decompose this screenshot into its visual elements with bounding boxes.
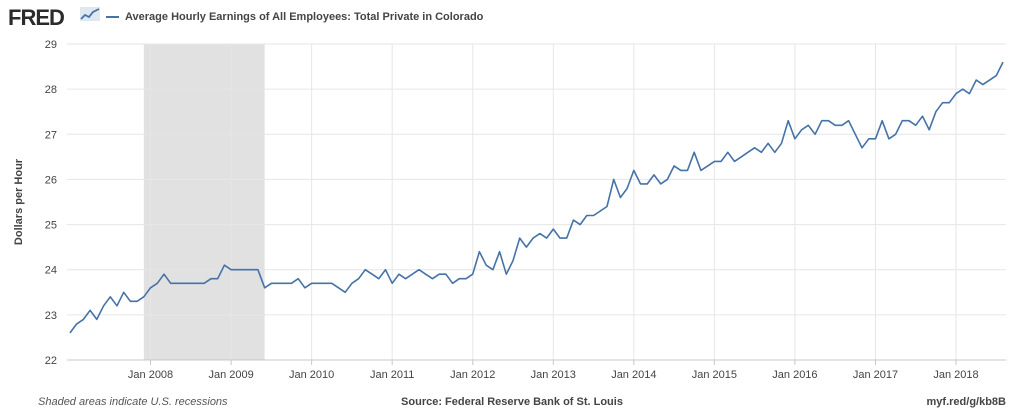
fred-logo[interactable]: FRED: [8, 5, 65, 30]
x-tick-label: Jan 2017: [853, 369, 898, 381]
y-tick-label: 23: [45, 310, 57, 322]
x-tick-label: Jan 2014: [611, 369, 656, 381]
fred-chart-line-icon: [80, 7, 100, 26]
recession-note: Shaded areas indicate U.S. recessions: [38, 396, 228, 408]
x-tick-label: Jan 2018: [933, 369, 978, 381]
x-tick-label: Jan 2009: [208, 369, 253, 381]
x-tick-label: Jan 2015: [692, 369, 737, 381]
line-chart: 22 23 24 25 26 27 28 29 Jan 2008 Jan 2009 Jan 2010…: [13, 39, 1006, 381]
x-tick-label: Jan 2011: [370, 369, 414, 381]
x-tick-label: Jan 2010: [289, 369, 334, 381]
chart-footer: Shaded areas indicate U.S. recessions So…: [0, 394, 1024, 412]
legend-swatch: [106, 16, 119, 18]
chart-legend: Average Hourly Earnings of All Employees…: [106, 11, 483, 23]
x-tick-label: Jan 2016: [772, 369, 817, 381]
y-tick-label: 29: [45, 39, 57, 51]
x-tick-label: Jan 2012: [450, 369, 495, 381]
x-tick-label: Jan 2008: [128, 369, 173, 381]
source-credit: Source: Federal Reserve Bank of St. Loui…: [401, 396, 623, 408]
y-tick-label: 28: [45, 84, 57, 96]
y-tick-label: 22: [45, 355, 57, 367]
legend-series-name: Average Hourly Earnings of All Employees…: [125, 11, 484, 23]
recession-shading: [143, 44, 265, 360]
y-axis-label: Dollars per Hour: [13, 158, 25, 245]
y-tick-label: 26: [45, 174, 57, 186]
short-link[interactable]: myf.red/g/kb8B: [926, 396, 1006, 408]
y-tick-label: 27: [45, 129, 57, 141]
series-line: [69, 61, 1004, 334]
x-tick-label: Jan 2013: [531, 369, 576, 381]
chart-header: FRED Average Hourly Earnings of All Empl…: [0, 0, 1024, 34]
y-tick-label: 25: [45, 220, 57, 232]
y-tick-label: 24: [45, 265, 57, 277]
